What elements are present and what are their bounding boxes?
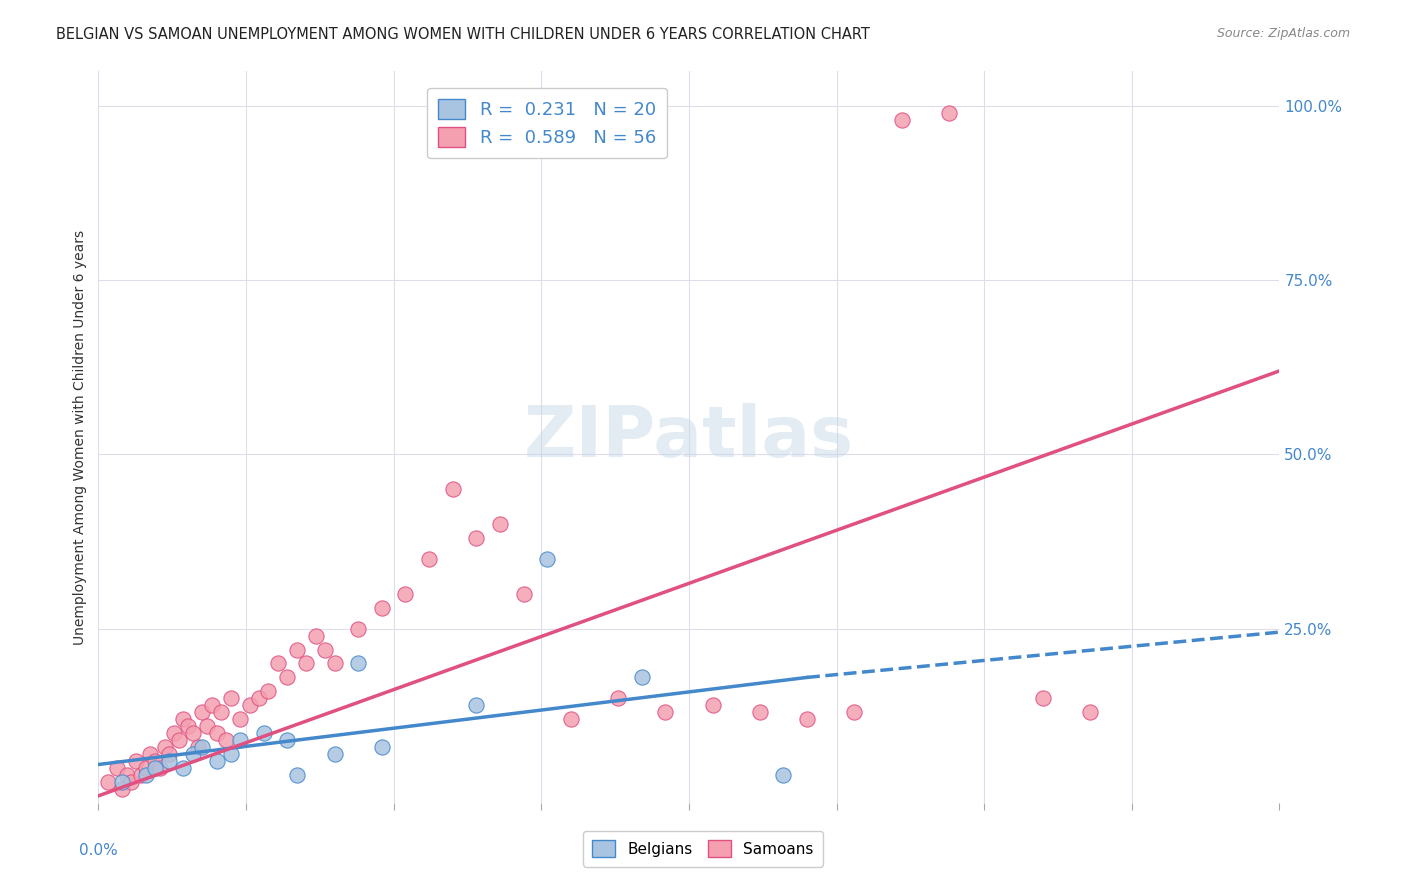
- Point: [239, 698, 262, 713]
- Point: [465, 698, 488, 713]
- Point: [143, 761, 166, 775]
- Point: [215, 733, 238, 747]
- Point: [181, 726, 204, 740]
- Point: [205, 754, 228, 768]
- Point: [219, 691, 242, 706]
- Y-axis label: Unemployment Among Women with Children Under 6 years: Unemployment Among Women with Children U…: [73, 229, 87, 645]
- Point: [143, 754, 166, 768]
- Point: [890, 113, 912, 128]
- Point: [111, 775, 134, 789]
- Point: [441, 483, 464, 497]
- Point: [135, 768, 157, 782]
- Point: [167, 733, 190, 747]
- Point: [163, 726, 186, 740]
- Point: [347, 622, 370, 636]
- Point: [607, 691, 630, 706]
- Point: [111, 781, 134, 796]
- Point: [276, 733, 298, 747]
- Point: [139, 747, 162, 761]
- Point: [105, 761, 128, 775]
- Point: [276, 670, 298, 684]
- Point: [125, 754, 148, 768]
- Point: [536, 552, 558, 566]
- Point: [121, 775, 143, 789]
- Legend: Belgians, Samoans: Belgians, Samoans: [583, 830, 823, 866]
- Point: [191, 740, 214, 755]
- Point: [630, 670, 652, 684]
- Point: [253, 726, 276, 740]
- Point: [153, 740, 176, 755]
- Point: [135, 761, 157, 775]
- Point: [702, 698, 724, 713]
- Point: [295, 657, 318, 671]
- Point: [465, 531, 488, 545]
- Point: [201, 698, 224, 713]
- Point: [323, 747, 346, 761]
- Point: [748, 705, 770, 719]
- Point: [157, 754, 180, 768]
- Point: [157, 747, 180, 761]
- Text: BELGIAN VS SAMOAN UNEMPLOYMENT AMONG WOMEN WITH CHILDREN UNDER 6 YEARS CORRELATI: BELGIAN VS SAMOAN UNEMPLOYMENT AMONG WOM…: [56, 27, 870, 42]
- Point: [247, 691, 270, 706]
- Point: [512, 587, 534, 601]
- Point: [149, 761, 172, 775]
- Text: Source: ZipAtlas.com: Source: ZipAtlas.com: [1216, 27, 1350, 40]
- Point: [305, 629, 328, 643]
- Point: [181, 747, 204, 761]
- Point: [796, 712, 818, 726]
- Point: [115, 768, 138, 782]
- Text: 0.0%: 0.0%: [79, 843, 118, 858]
- Point: [1032, 691, 1054, 706]
- Text: ZIPatlas: ZIPatlas: [524, 402, 853, 472]
- Legend: R =  0.231   N = 20, R =  0.589   N = 56: R = 0.231 N = 20, R = 0.589 N = 56: [427, 87, 666, 158]
- Point: [314, 642, 336, 657]
- Point: [97, 775, 120, 789]
- Point: [177, 719, 200, 733]
- Point: [418, 552, 440, 566]
- Point: [1080, 705, 1102, 719]
- Point: [285, 642, 308, 657]
- Point: [209, 705, 232, 719]
- Point: [187, 740, 209, 755]
- Point: [172, 761, 194, 775]
- Point: [285, 768, 308, 782]
- Point: [129, 768, 152, 782]
- Point: [772, 768, 794, 782]
- Point: [191, 705, 214, 719]
- Point: [938, 106, 960, 120]
- Point: [267, 657, 290, 671]
- Point: [219, 747, 242, 761]
- Point: [394, 587, 416, 601]
- Point: [654, 705, 676, 719]
- Point: [347, 657, 370, 671]
- Point: [229, 712, 252, 726]
- Point: [844, 705, 866, 719]
- Point: [257, 684, 280, 698]
- Point: [489, 517, 512, 532]
- Point: [371, 600, 394, 615]
- Point: [560, 712, 582, 726]
- Point: [195, 719, 218, 733]
- Point: [323, 657, 346, 671]
- Point: [371, 740, 394, 755]
- Point: [205, 726, 228, 740]
- Point: [229, 733, 252, 747]
- Point: [172, 712, 194, 726]
